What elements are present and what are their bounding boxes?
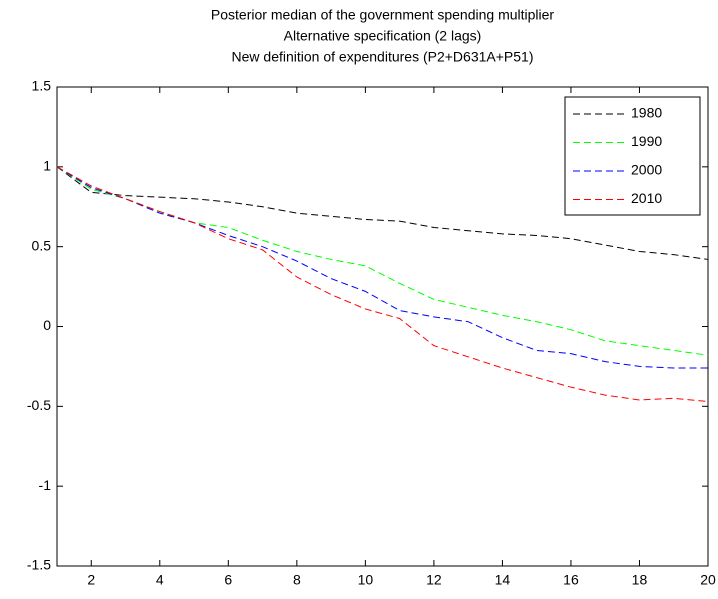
series-line (56, 166, 709, 260)
x-tick-label: 10 (358, 572, 374, 588)
y-tick-label: -1 (39, 477, 52, 493)
y-tick-label: 1.5 (32, 78, 52, 94)
chart-title: Alternative specification (2 lags) (284, 28, 482, 44)
x-tick-label: 20 (700, 572, 716, 588)
legend-box (564, 96, 701, 216)
y-tick-label: -1.5 (27, 557, 51, 573)
x-tick-label: 6 (224, 572, 232, 588)
x-tick-label: 18 (632, 572, 648, 588)
x-tick-label: 4 (156, 572, 164, 588)
x-tick-label: 2 (87, 572, 95, 588)
y-tick-label: 0.5 (32, 237, 52, 253)
y-tick-label: -0.5 (27, 397, 51, 413)
y-tick-label: 1 (43, 158, 51, 174)
chart-title: New definition of expenditures (P2+D631A… (232, 49, 534, 65)
series-line (56, 166, 709, 356)
legend-label: 1980 (631, 105, 662, 121)
x-tick-label: 16 (563, 572, 579, 588)
x-tick-label: 14 (495, 572, 511, 588)
x-tick-label: 12 (426, 572, 442, 588)
legend-label: 1990 (631, 133, 662, 149)
series-line (56, 166, 708, 369)
y-tick-label: 0 (43, 317, 51, 333)
x-tick-label: 8 (293, 572, 301, 588)
chart-title: Posterior median of the government spend… (211, 7, 555, 23)
legend-label: 2010 (631, 190, 662, 206)
legend-label: 2000 (631, 162, 662, 178)
